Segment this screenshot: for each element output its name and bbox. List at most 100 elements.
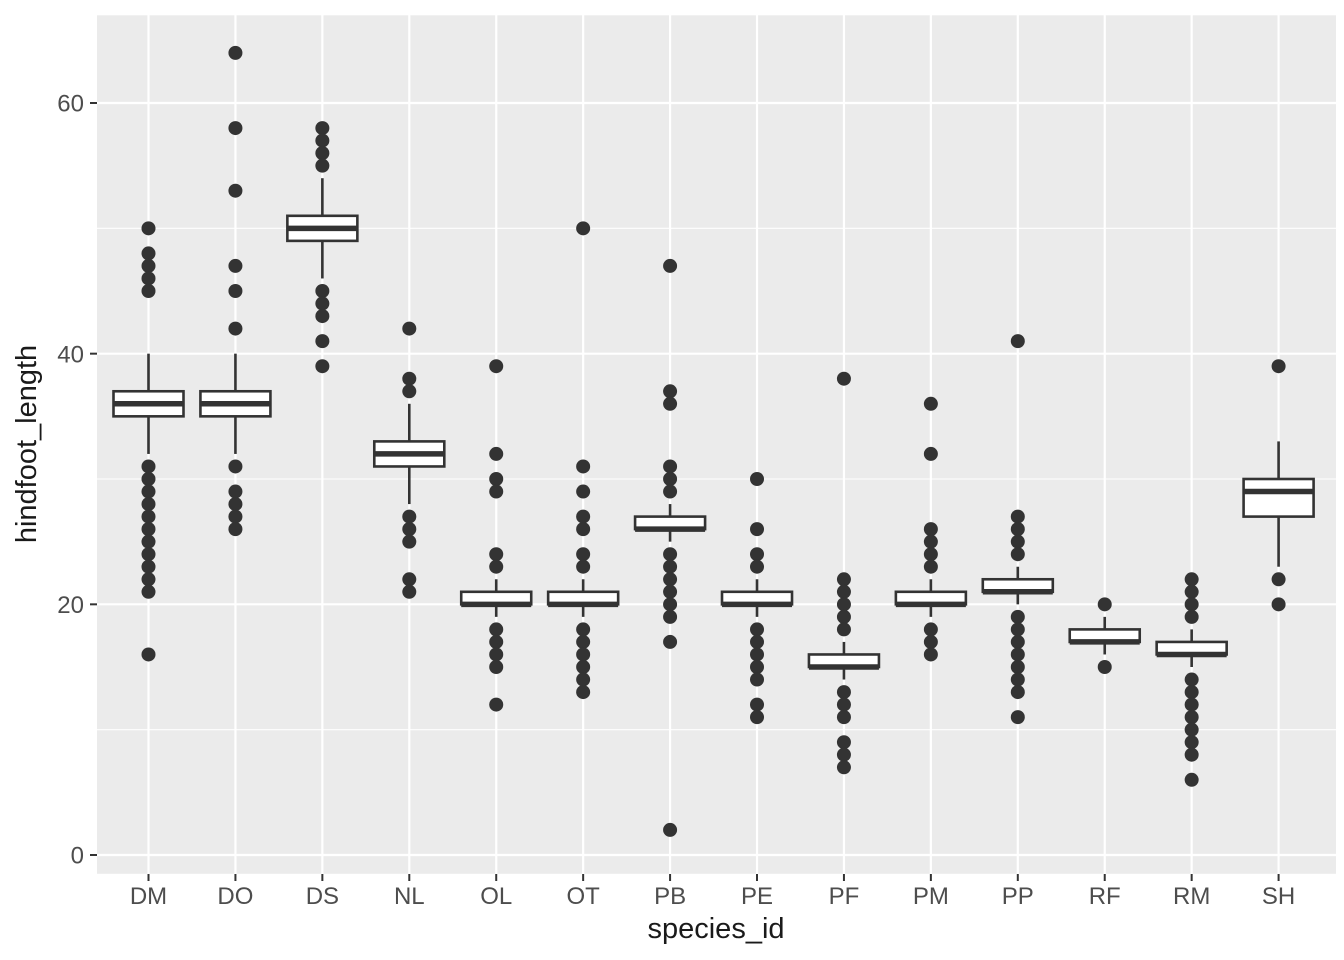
outlier-point xyxy=(576,672,591,687)
boxplot-DM xyxy=(112,221,185,662)
outlier-point xyxy=(141,572,156,587)
outlier-point xyxy=(141,497,156,512)
boxplots xyxy=(112,45,1315,837)
x-axis-title: species_id xyxy=(647,913,784,945)
outlier-point xyxy=(315,158,330,173)
boxplot-DS xyxy=(286,121,359,374)
outlier-point xyxy=(663,559,678,574)
outlier-point xyxy=(1271,359,1286,374)
outlier-point xyxy=(141,271,156,286)
outlier-point xyxy=(663,258,678,273)
outlier-point xyxy=(1184,597,1199,612)
outlier-point xyxy=(141,459,156,474)
outlier-point xyxy=(1184,772,1199,787)
outlier-point xyxy=(1010,647,1025,662)
outlier-point xyxy=(663,609,678,624)
outlier-point xyxy=(576,484,591,499)
outlier-point xyxy=(402,534,417,549)
outlier-point xyxy=(1010,672,1025,687)
outlier-point xyxy=(576,685,591,700)
outlier-point xyxy=(315,146,330,161)
outlier-point xyxy=(228,284,243,299)
outlier-point xyxy=(1271,572,1286,587)
outlier-point xyxy=(750,622,765,637)
x-tick-label: RM xyxy=(1173,883,1210,910)
boxplot-RM xyxy=(1155,572,1228,787)
outlier-point xyxy=(663,634,678,649)
outlier-point xyxy=(1010,660,1025,675)
outlier-point xyxy=(402,584,417,599)
outlier-point xyxy=(1184,609,1199,624)
x-tick-label: DO xyxy=(217,883,253,910)
outlier-point xyxy=(576,647,591,662)
outlier-point xyxy=(663,597,678,612)
outlier-point xyxy=(576,522,591,537)
outlier-point xyxy=(228,484,243,499)
outlier-point xyxy=(923,396,938,411)
outlier-point xyxy=(923,634,938,649)
outlier-point xyxy=(402,572,417,587)
outlier-point xyxy=(576,634,591,649)
y-tick-label: 40 xyxy=(57,341,84,368)
outlier-point xyxy=(923,446,938,461)
outlier-point xyxy=(228,258,243,273)
outlier-point xyxy=(489,559,504,574)
outlier-point xyxy=(315,284,330,299)
outlier-point xyxy=(663,547,678,562)
outlier-point xyxy=(1010,622,1025,637)
outlier-point xyxy=(836,572,851,587)
x-tick-label: OL xyxy=(480,883,512,910)
outlier-point xyxy=(1184,735,1199,750)
outlier-point xyxy=(1010,609,1025,624)
boxplot-PF xyxy=(807,371,881,775)
y-axis-ticks: 0 20 40 60 xyxy=(57,91,97,870)
outlier-point xyxy=(1184,685,1199,700)
outlier-point xyxy=(750,472,765,487)
outlier-point xyxy=(750,634,765,649)
outlier-point xyxy=(228,45,243,60)
outlier-point xyxy=(836,760,851,775)
outlier-point xyxy=(576,221,591,236)
outlier-point xyxy=(489,359,504,374)
outlier-point xyxy=(489,547,504,562)
outlier-point xyxy=(141,284,156,299)
outlier-point xyxy=(750,672,765,687)
x-axis-ticks: DM DO DS NL OL OT PB PE PF PM PP RF RM SH xyxy=(130,874,1295,910)
outlier-point xyxy=(923,534,938,549)
outlier-point xyxy=(663,484,678,499)
outlier-point xyxy=(489,472,504,487)
outlier-point xyxy=(315,121,330,136)
boxplot-NL xyxy=(372,321,446,599)
outlier-point xyxy=(1010,509,1025,524)
outlier-point xyxy=(663,822,678,837)
outlier-point xyxy=(923,647,938,662)
outlier-point xyxy=(576,559,591,574)
boxplot-PP xyxy=(981,334,1055,725)
x-tick-label: DM xyxy=(130,883,167,910)
outlier-point xyxy=(228,459,243,474)
outlier-point xyxy=(1184,672,1199,687)
outlier-point xyxy=(1097,597,1112,612)
x-tick-label: RF xyxy=(1089,883,1121,910)
outlier-point xyxy=(576,547,591,562)
outlier-point xyxy=(141,484,156,499)
outlier-point xyxy=(1184,747,1199,762)
outlier-point xyxy=(141,246,156,261)
outlier-point xyxy=(315,133,330,148)
outlier-point xyxy=(489,647,504,662)
outlier-point xyxy=(228,522,243,537)
outlier-point xyxy=(836,697,851,712)
major-gridlines xyxy=(97,101,1336,857)
outlier-point xyxy=(315,334,330,349)
outlier-point xyxy=(1010,710,1025,725)
outlier-point xyxy=(750,559,765,574)
outlier-point xyxy=(576,509,591,524)
outlier-point xyxy=(489,660,504,675)
outlier-point xyxy=(836,685,851,700)
outlier-point xyxy=(663,584,678,599)
x-tick-label: PE xyxy=(741,883,773,910)
outlier-point xyxy=(141,509,156,524)
outlier-point xyxy=(1271,597,1286,612)
outlier-point xyxy=(315,309,330,324)
